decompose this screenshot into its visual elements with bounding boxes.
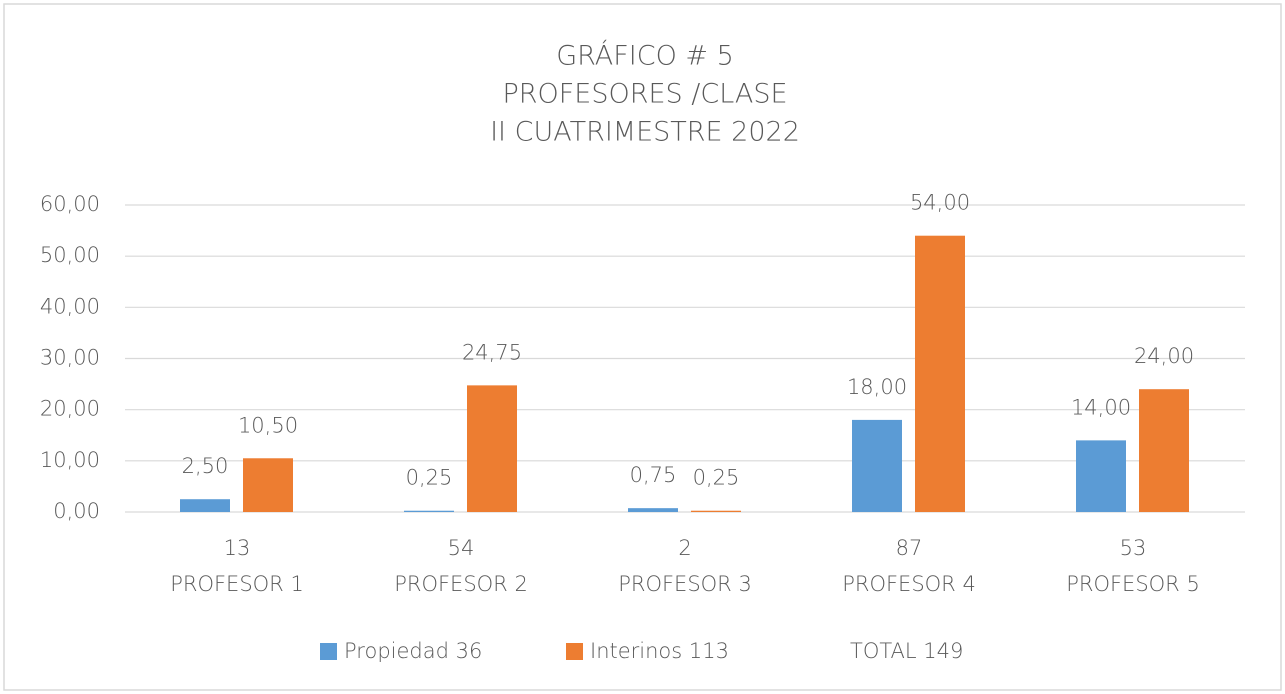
x-tick-label: PROFESOR 4 bbox=[842, 572, 976, 596]
bar bbox=[915, 235, 965, 512]
data-label: 54,00 bbox=[910, 191, 970, 215]
bar bbox=[691, 510, 741, 512]
x-tick-label: 13 bbox=[224, 536, 251, 560]
bar bbox=[628, 508, 678, 512]
x-tick-label: 87 bbox=[896, 536, 923, 560]
bar bbox=[243, 458, 293, 512]
bar bbox=[404, 510, 454, 512]
x-tick-label: 54 bbox=[448, 536, 475, 560]
data-label: 10,50 bbox=[238, 413, 298, 437]
y-tick-label: 50,00 bbox=[40, 243, 100, 267]
data-label: 14,00 bbox=[1071, 395, 1131, 419]
legend-swatch bbox=[566, 643, 583, 660]
y-tick-label: 60,00 bbox=[40, 192, 100, 216]
bar bbox=[467, 385, 517, 512]
chart-title: II CUATRIMESTRE 2022 bbox=[490, 117, 800, 148]
legend-label: Propiedad 36 bbox=[344, 639, 482, 663]
legend-swatch bbox=[320, 643, 337, 660]
bar bbox=[1076, 440, 1126, 512]
legend-label: Interinos 113 bbox=[590, 639, 729, 663]
legend-total: TOTAL 149 bbox=[850, 639, 963, 663]
y-tick-label: 20,00 bbox=[40, 397, 100, 421]
data-label: 0,75 bbox=[630, 463, 677, 487]
x-tick-label: PROFESOR 3 bbox=[618, 572, 752, 596]
x-tick-label: 53 bbox=[1120, 536, 1147, 560]
chart-title: PROFESORES /CLASE bbox=[502, 79, 787, 110]
data-label: 18,00 bbox=[847, 375, 907, 399]
y-tick-label: 10,00 bbox=[40, 448, 100, 472]
x-tick-label: 2 bbox=[678, 536, 691, 560]
bar bbox=[180, 499, 230, 512]
y-tick-label: 0,00 bbox=[53, 499, 100, 523]
data-label: 2,50 bbox=[182, 454, 229, 478]
x-tick-label: PROFESOR 2 bbox=[394, 572, 528, 596]
data-label: 24,75 bbox=[462, 340, 522, 364]
chart-title: GRÁFICO # 5 bbox=[556, 40, 734, 72]
data-label: 0,25 bbox=[693, 466, 740, 490]
bar bbox=[852, 419, 902, 512]
x-tick-label: PROFESOR 5 bbox=[1066, 572, 1200, 596]
x-tick-label: PROFESOR 1 bbox=[170, 572, 304, 596]
data-label: 24,00 bbox=[1134, 344, 1194, 368]
data-label: 0,25 bbox=[406, 466, 453, 490]
y-tick-label: 30,00 bbox=[40, 346, 100, 370]
bar bbox=[1139, 389, 1189, 512]
y-tick-label: 40,00 bbox=[40, 294, 100, 318]
chart-border bbox=[3, 3, 1282, 691]
